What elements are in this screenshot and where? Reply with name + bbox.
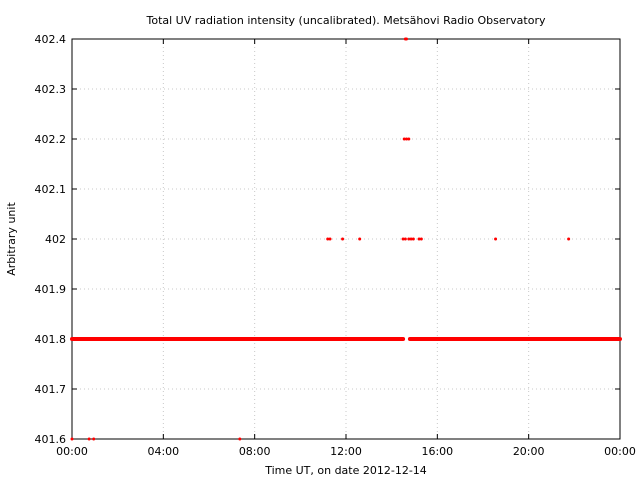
y-tick-label: 402 [45, 233, 66, 246]
data-point [92, 437, 96, 441]
x-tick-label: 20:00 [513, 445, 545, 458]
data-point [87, 437, 91, 441]
data-point [405, 137, 409, 141]
data-point [405, 37, 409, 41]
data-point [407, 237, 411, 241]
y-axis: 401.6 401.7 401.8 401.9 402 402.1 402.2 402.3 40… [35, 33, 620, 446]
x-tick-label: 08:00 [239, 445, 271, 458]
data-point [358, 237, 362, 241]
x-axis-label: Time UT, on date 2012-12-14 [264, 464, 427, 477]
data-point [419, 237, 423, 241]
chart-title: Total UV radiation intensity (uncalibrat… [146, 14, 546, 27]
grid-lines [72, 39, 620, 439]
data-point [238, 437, 242, 441]
data-point [70, 437, 74, 441]
x-tick-label: 16:00 [421, 445, 453, 458]
data-point [407, 137, 411, 141]
y-tick-label: 402.3 [35, 83, 67, 96]
y-tick-label: 401.9 [35, 283, 67, 296]
x-tick-label: 00:00 [604, 445, 636, 458]
x-axis: 00:00 04:00 08:00 12:00 16:00 20:00 00:00 [56, 39, 636, 458]
data-point [326, 237, 330, 241]
y-tick-label: 402.4 [35, 33, 67, 46]
data-point [567, 237, 571, 241]
data-point [402, 137, 406, 141]
data-point [494, 237, 498, 241]
data-point [401, 237, 405, 241]
y-tick-label: 402.1 [35, 183, 67, 196]
data-point [341, 237, 345, 241]
y-tick-label: 401.7 [35, 383, 67, 396]
data-point [403, 237, 407, 241]
data-point [409, 237, 413, 241]
data-marks [70, 37, 622, 441]
data-point [328, 237, 332, 241]
y-axis-label: Arbitrary unit [5, 202, 18, 276]
y-tick-label: 401.6 [35, 433, 67, 446]
x-tick-label: 12:00 [330, 445, 362, 458]
data-point [417, 237, 421, 241]
data-point [411, 237, 415, 241]
x-tick-label: 00:00 [56, 445, 88, 458]
y-tick-label: 402.2 [35, 133, 67, 146]
y-tick-label: 401.8 [35, 333, 67, 346]
x-tick-label: 04:00 [147, 445, 179, 458]
